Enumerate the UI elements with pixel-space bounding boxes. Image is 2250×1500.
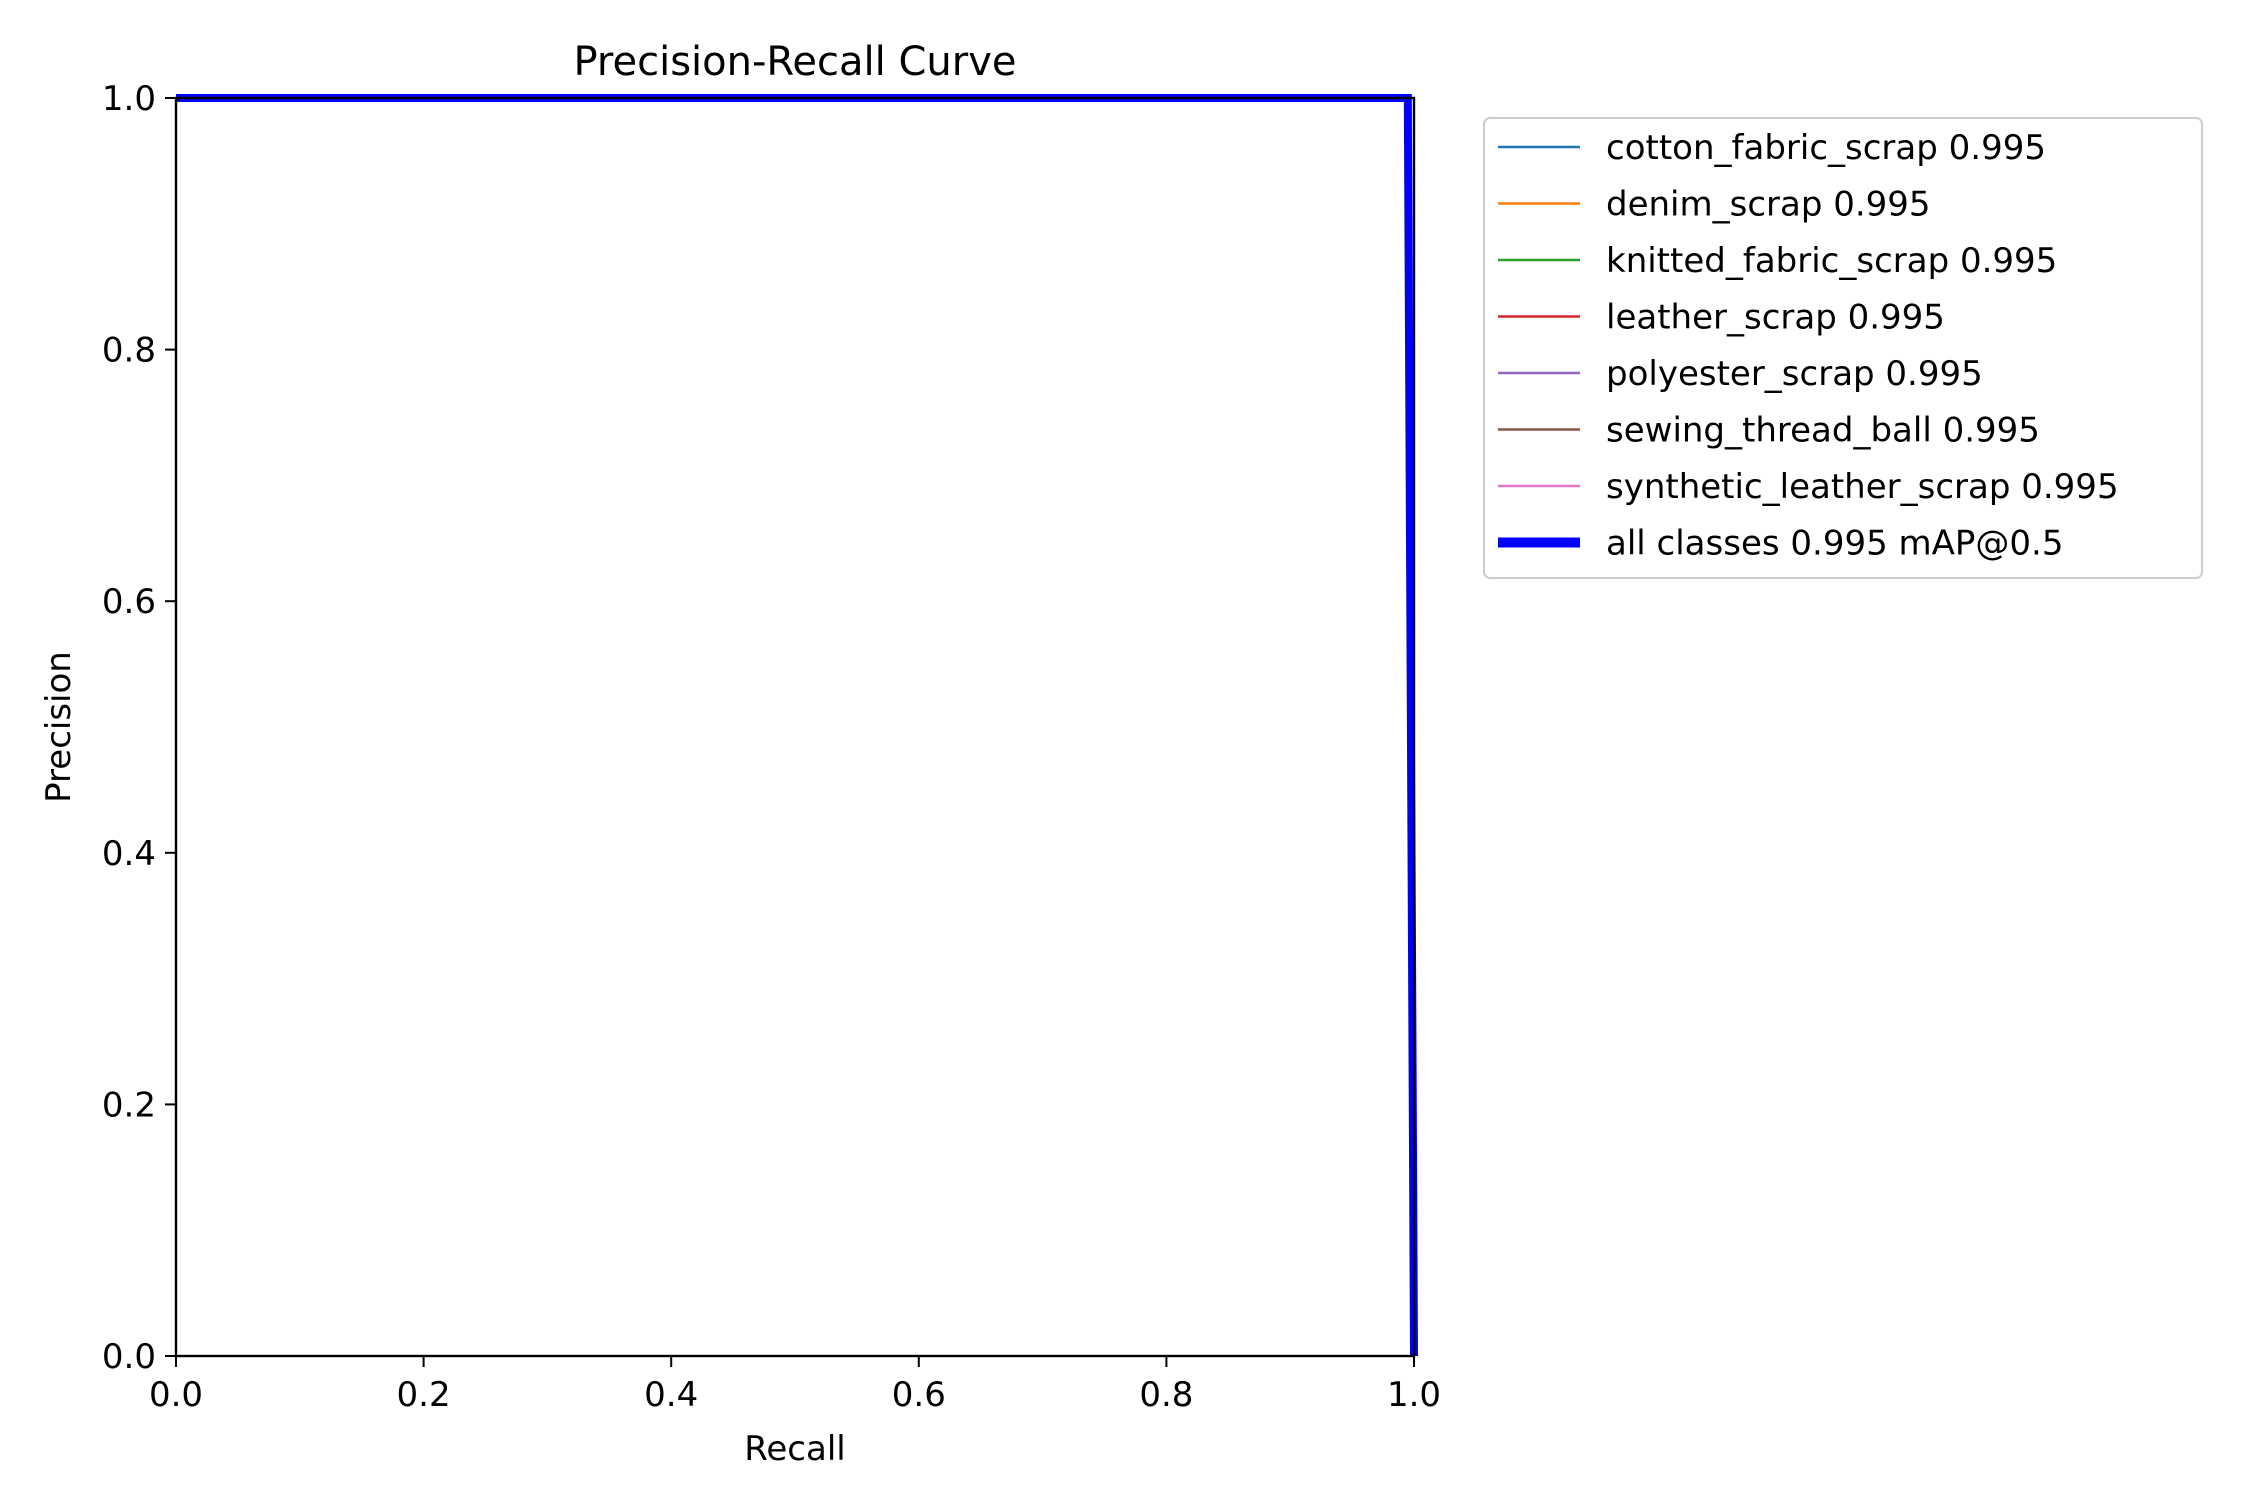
legend-entry-denim-scrap-0-995: denim_scrap 0.995 xyxy=(1606,185,1931,225)
legend-entry-knitted-fabric-scrap-0-995: knitted_fabric_scrap 0.995 xyxy=(1606,241,2057,281)
legend-entry-polyester-scrap-0-995: polyester_scrap 0.995 xyxy=(1606,354,1983,394)
y-axis-label: Precision xyxy=(39,651,79,803)
y-axis: 0.0 0.2 0.4 0.6 0.8 1.0 xyxy=(102,79,176,1377)
y-tick-label: 1.0 xyxy=(102,79,156,119)
legend: cotton_fabric_scrap 0.995 denim_scrap 0.9… xyxy=(1483,117,2203,579)
series-line-knitted-fabric-scrap-0-995 xyxy=(176,96,1416,1357)
series-line-all-classes-0-995-map-0-5 xyxy=(176,94,1418,1357)
series-line-cotton-fabric-scrap-0-995 xyxy=(176,96,1416,1357)
x-tick-label: 0.4 xyxy=(644,1375,698,1415)
legend-entry-synthetic-leather-scrap-0-995: synthetic_leather_scrap 0.995 xyxy=(1606,467,2119,507)
x-tick-label: 1.0 xyxy=(1387,1375,1441,1415)
x-axis: 0.0 0.2 0.4 0.6 0.8 1.0 xyxy=(149,1356,1441,1415)
series-line-denim-scrap-0-995 xyxy=(176,96,1416,1357)
series-line-leather-scrap-0-995 xyxy=(176,96,1416,1357)
y-tick-label: 0.0 xyxy=(102,1337,156,1377)
x-tick-label: 0.0 xyxy=(149,1375,203,1415)
series-line-polyester-scrap-0-995 xyxy=(176,96,1416,1357)
curves xyxy=(176,94,1418,1357)
legend-entry-cotton-fabric-scrap-0-995: cotton_fabric_scrap 0.995 xyxy=(1606,128,2046,168)
y-tick-label: 0.8 xyxy=(102,331,156,371)
x-tick-label: 0.6 xyxy=(892,1375,946,1415)
y-tick-label: 0.2 xyxy=(102,1085,156,1125)
x-axis-label: Recall xyxy=(744,1429,845,1469)
legend-entry-sewing-thread-ball-0-995: sewing_thread_ball 0.995 xyxy=(1606,411,2040,451)
legend-box xyxy=(1483,117,2203,579)
legend-entry-all-classes-0-995-map-0-5: all classes 0.995 mAP@0.5 xyxy=(1606,524,2063,564)
chart-title: Precision-Recall Curve xyxy=(574,39,1017,85)
x-tick-label: 0.8 xyxy=(1139,1375,1193,1415)
y-tick-label: 0.4 xyxy=(102,834,156,874)
y-tick-label: 0.6 xyxy=(102,582,156,622)
series-line-sewing-thread-ball-0-995 xyxy=(176,96,1416,1357)
series-line-synthetic-leather-scrap-0-995 xyxy=(176,96,1416,1357)
plot-frame xyxy=(174,96,1416,1358)
x-tick-label: 0.2 xyxy=(397,1375,451,1415)
legend-entry-leather-scrap-0-995: leather_scrap 0.995 xyxy=(1606,298,1945,338)
